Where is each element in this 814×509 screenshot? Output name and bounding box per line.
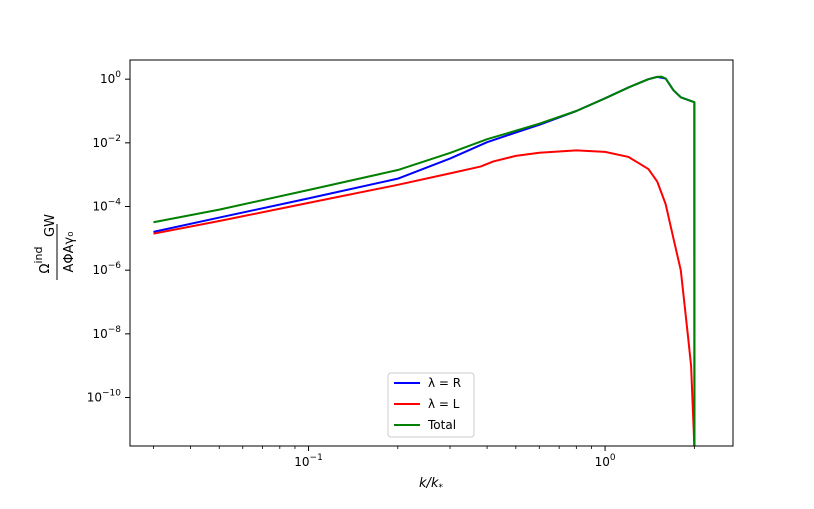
x-axis-label: k/k* (419, 476, 443, 493)
x-tick-label: 10−1 (294, 453, 323, 469)
series-layer (153, 75, 696, 446)
y-tick-label: 10−6 (92, 261, 121, 277)
y-label-sub: GW (43, 214, 58, 237)
axes-frame (129, 59, 734, 447)
legend-box (387, 372, 475, 438)
y-label-denominator: AΦAγ₀ (62, 232, 77, 273)
y-axis-label-numerator: Ωind (32, 247, 53, 274)
x-axis-label-main: k/k (419, 476, 439, 491)
legend-label-total: Total (427, 418, 456, 432)
legend: λ = R λ = L Total (387, 372, 475, 438)
tick-layer: 10−1 100 10−10 10−8 10−6 10−4 10−2 100 (87, 70, 695, 469)
y-tick-label: 10−10 (87, 389, 122, 405)
x-axis-label-sub: * (438, 483, 443, 493)
x-tick-label: 100 (595, 453, 616, 469)
series-line-total (153, 75, 696, 446)
y-tick-label: 100 (100, 70, 121, 86)
y-tick-label: 10−4 (92, 198, 121, 214)
legend-label-lambda-l: λ = L (428, 397, 460, 411)
y-label-omega: Ω (38, 263, 53, 273)
y-tick-label: 10−2 (92, 134, 121, 150)
series-line-lambda-l (153, 149, 696, 446)
y-axis-label: Ωind GW AΦAγ₀ (32, 214, 77, 280)
y-tick-label: 10−8 (92, 325, 121, 341)
y-label-sup: ind (32, 247, 45, 264)
legend-label-lambda-r: λ = R (428, 376, 461, 390)
